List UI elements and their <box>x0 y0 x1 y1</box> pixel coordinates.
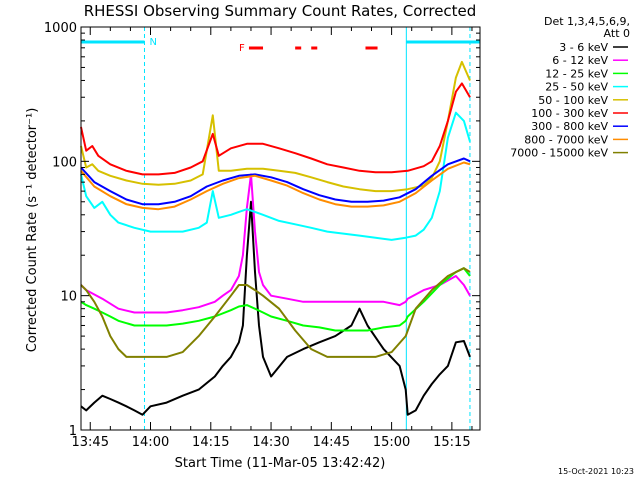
y-tick-label: 100 <box>52 155 77 170</box>
series-line-6 <box>80 157 471 206</box>
y-axis-label: Corrected Count Rate (s⁻¹ detector⁻¹) <box>25 108 40 353</box>
legend-entry-label: 300 - 800 keV <box>531 120 608 133</box>
series-line-5 <box>80 82 471 176</box>
x-tick-label: 13:45 <box>72 435 109 450</box>
series-line-1 <box>80 173 471 314</box>
x-axis-label: Start Time (11-Mar-05 13:42:42) <box>175 456 386 471</box>
y-tick-label: 10 <box>60 290 77 305</box>
x-tick-label: 15:15 <box>433 435 470 450</box>
x-tick-label: 14:30 <box>252 435 289 450</box>
series-line-3 <box>80 111 471 241</box>
legend-entry-label: 100 - 300 keV <box>531 107 608 120</box>
series-line-2 <box>80 267 471 332</box>
plot-frame <box>80 26 481 431</box>
series-line-4 <box>80 60 471 193</box>
legend-entry-label: 6 - 12 keV <box>552 54 608 67</box>
flare-flag-label: F <box>239 43 245 54</box>
legend-entry-label: 12 - 25 keV <box>545 67 608 80</box>
legend-entry-label: 800 - 7000 keV <box>524 133 608 146</box>
x-tick-label: 14:45 <box>313 435 350 450</box>
series-group <box>80 60 471 416</box>
legend-entry-label: 25 - 50 keV <box>545 81 608 94</box>
y-tick-label: 1 <box>69 424 77 439</box>
series-line-8 <box>80 267 471 358</box>
x-tick-label: 14:15 <box>192 435 229 450</box>
axes: 1 10 100 1000 13:45 14:00 14:15 14:30 14:45 15:00… <box>44 21 481 450</box>
y-tick-label: 1000 <box>44 21 77 36</box>
x-tick-label: 14:00 <box>132 435 169 450</box>
legend-header-attenuator: Att 0 <box>604 27 630 40</box>
x-tick-label: 15:00 <box>373 435 410 450</box>
legend-entry-label: 50 - 100 keV <box>538 94 608 107</box>
series-line-0 <box>80 200 471 416</box>
night-flag-label: N <box>149 37 156 48</box>
chart-title: RHESSI Observing Summary Count Rates, Co… <box>84 2 477 20</box>
legend-entry-label: 7000 - 15000 keV <box>510 147 608 160</box>
legend-entry-label: 3 - 6 keV <box>559 41 608 54</box>
footer-timestamp: 15-Oct-2021 10:23 <box>558 467 634 476</box>
series-line-7 <box>80 161 471 211</box>
legend-header-detectors: Det 1,3,4,5,6,9, <box>544 15 630 28</box>
